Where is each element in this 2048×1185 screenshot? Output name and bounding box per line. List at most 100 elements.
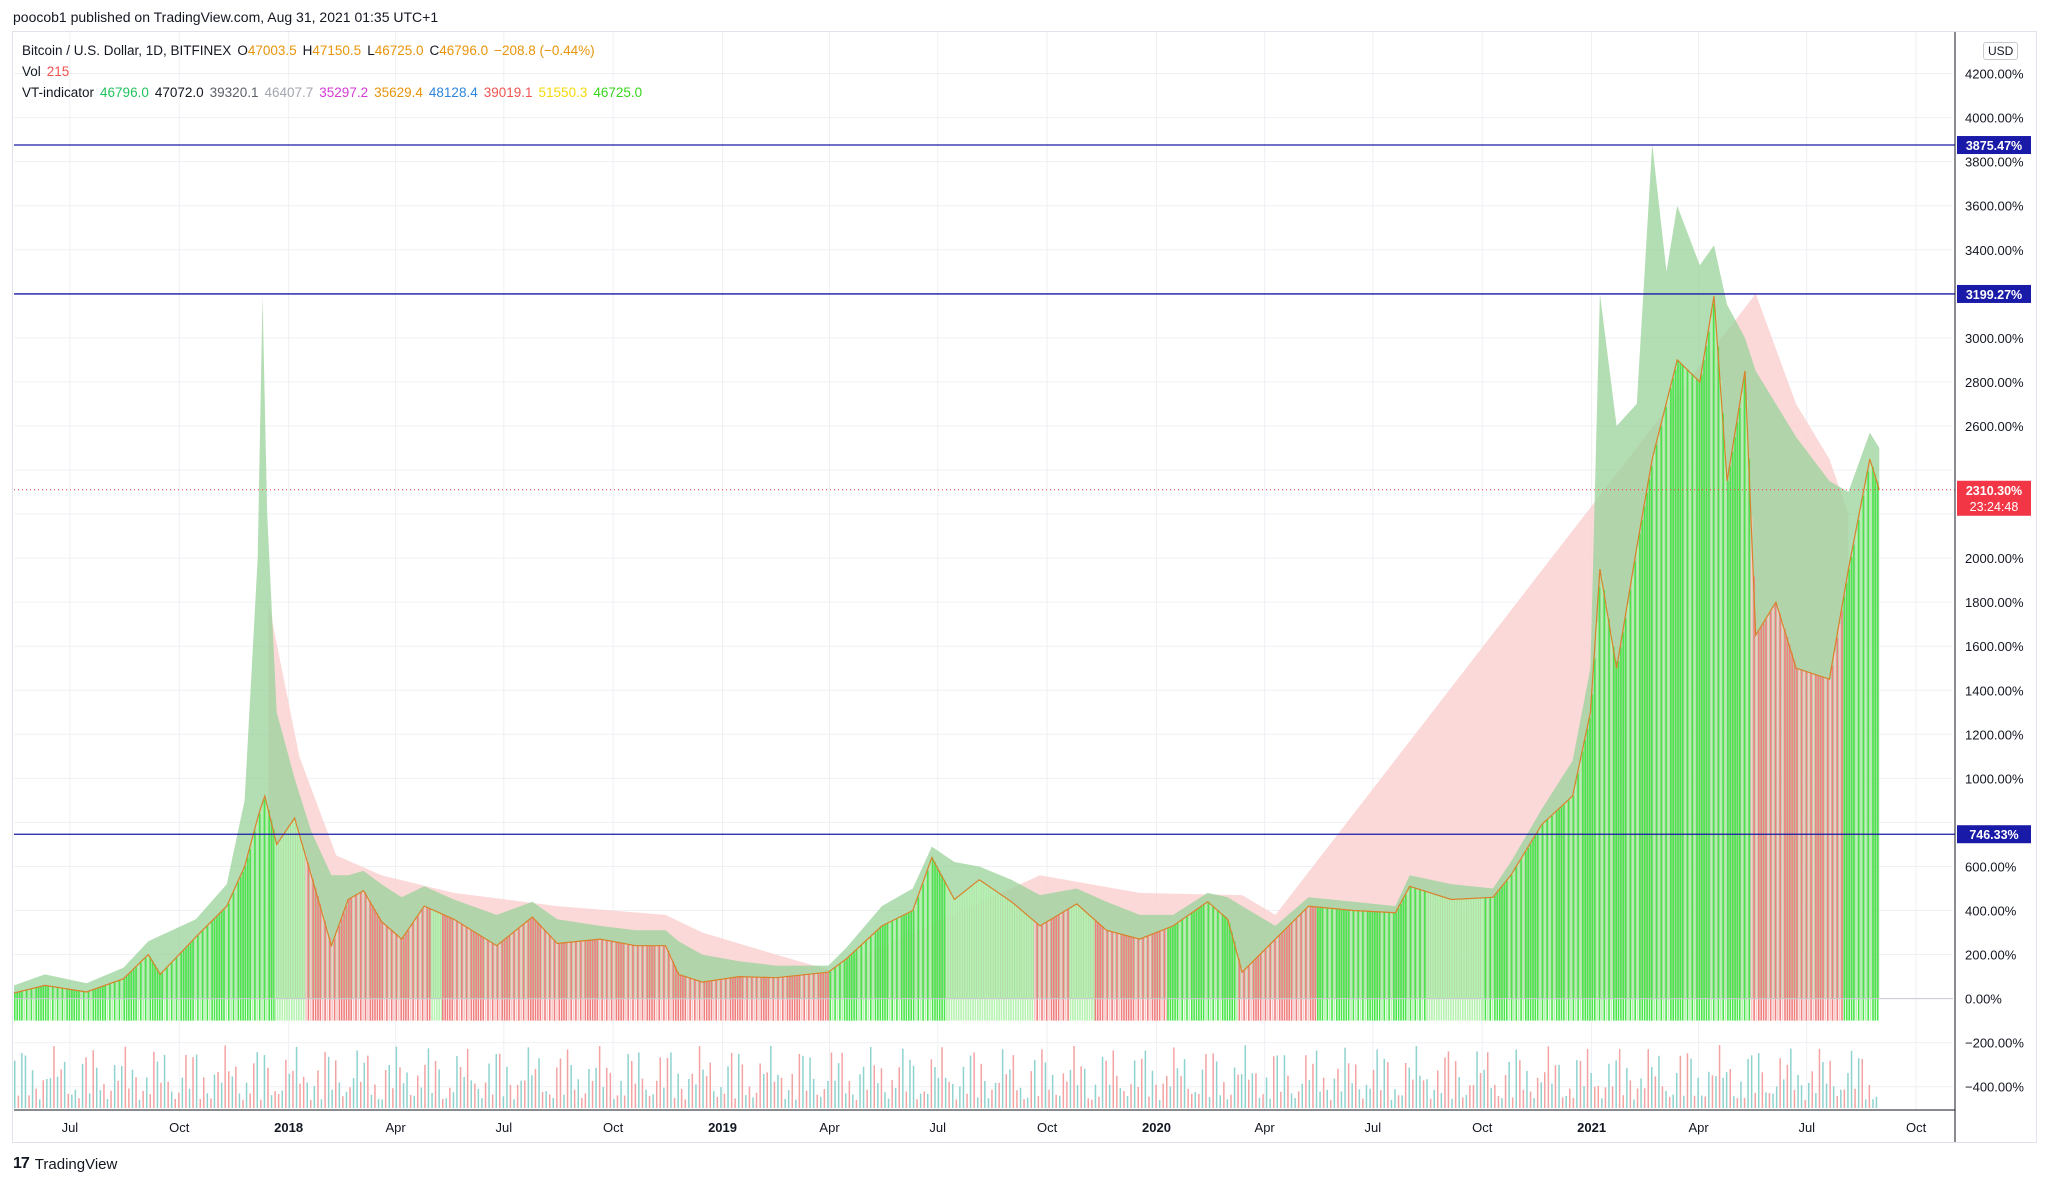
legend-vt-value-1: 46796.0 bbox=[100, 85, 149, 100]
volume-bar bbox=[763, 1074, 765, 1108]
currency-button[interactable]: USD bbox=[1983, 42, 2019, 60]
legend-vt-label[interactable]: VT-indicator bbox=[22, 85, 95, 100]
indicator-bar bbox=[1724, 447, 1727, 1021]
volume-bar bbox=[331, 1089, 333, 1108]
indicator-bar bbox=[1383, 912, 1386, 1021]
indicator-bar bbox=[336, 932, 338, 1021]
indicator-bar bbox=[1371, 911, 1374, 1021]
volume-bar bbox=[463, 1076, 465, 1108]
indicator-bar bbox=[934, 862, 936, 1021]
volume-bar bbox=[741, 1064, 744, 1108]
volume-bar bbox=[96, 1067, 98, 1108]
legend-vt-row[interactable]: VT-indicator 46796.0 47072.0 39320.1 46407.7… bbox=[22, 85, 654, 100]
volume-bar bbox=[998, 1082, 1000, 1108]
x-tick-label: Oct bbox=[1037, 1120, 1058, 1135]
volume-bar bbox=[1718, 1045, 1721, 1108]
volume-bar bbox=[848, 1081, 851, 1108]
indicator-bar bbox=[713, 980, 715, 1021]
indicator-bar bbox=[1617, 661, 1620, 1021]
indicator-bar bbox=[109, 983, 111, 1021]
volume-bar bbox=[60, 1069, 62, 1108]
indicator-bar bbox=[508, 936, 511, 1021]
indicator-bar bbox=[537, 922, 539, 1021]
volume-bar bbox=[135, 1077, 137, 1108]
indicator-bar bbox=[364, 892, 367, 1021]
indicator-bar bbox=[979, 879, 981, 1021]
volume-bar bbox=[1747, 1058, 1749, 1108]
indicator-bar bbox=[834, 967, 836, 1021]
volume-bar bbox=[549, 1094, 551, 1108]
indicator-bar bbox=[1293, 921, 1295, 1021]
tradingview-brand[interactable]: 17 TradingView bbox=[13, 1155, 117, 1173]
indicator-bar bbox=[279, 840, 281, 1021]
indicator-bar bbox=[908, 912, 910, 1021]
indicator-bar bbox=[1067, 909, 1069, 1021]
indicator-bar bbox=[1800, 669, 1803, 1021]
level-label-badge[interactable] bbox=[1957, 284, 2031, 303]
indicator-bar bbox=[886, 923, 889, 1021]
indicator-bar bbox=[1362, 910, 1364, 1021]
volume-bar bbox=[1850, 1050, 1853, 1108]
indicator-bar bbox=[503, 940, 506, 1021]
volume-bar bbox=[121, 1065, 123, 1108]
level-label-badge[interactable] bbox=[1957, 136, 2031, 155]
indicator-bar bbox=[1798, 669, 1801, 1021]
volume-bar bbox=[837, 1063, 840, 1108]
indicator-bar bbox=[1295, 919, 1298, 1021]
legend-open-label: O bbox=[237, 43, 248, 58]
volume-bar bbox=[638, 1052, 640, 1108]
indicator-bar bbox=[1655, 444, 1658, 1021]
indicator-bar bbox=[286, 830, 288, 1021]
volume-bar bbox=[1016, 1090, 1018, 1108]
indicator-bar bbox=[1369, 911, 1371, 1021]
volume-bar bbox=[199, 1099, 201, 1108]
legend-volume-row[interactable]: Vol 215 bbox=[22, 64, 75, 79]
last-price-badge[interactable] bbox=[1957, 480, 2031, 516]
indicator-bar bbox=[360, 892, 362, 1021]
indicator-bar bbox=[230, 898, 232, 1021]
volume-bar bbox=[342, 1096, 344, 1108]
legend-low: 46725.0 bbox=[374, 43, 424, 58]
legend-symbol[interactable]: Bitcoin / U.S. Dollar, 1D, BITFINEX bbox=[22, 43, 232, 58]
legend-vol-label[interactable]: Vol bbox=[22, 64, 41, 79]
indicator-bar bbox=[1786, 637, 1789, 1021]
volume-bar bbox=[317, 1070, 319, 1108]
volume-bar bbox=[170, 1091, 173, 1108]
volume-bar bbox=[1301, 1083, 1303, 1108]
price-line bbox=[13, 295, 1880, 994]
volume-bar bbox=[620, 1080, 622, 1108]
indicator-bar bbox=[1036, 922, 1038, 1021]
indicator-bar bbox=[1017, 906, 1019, 1021]
level-label-badge[interactable] bbox=[1957, 825, 2031, 844]
legend-price-row[interactable]: Bitcoin / U.S. Dollar, 1D, BITFINEX O4700… bbox=[22, 43, 601, 58]
volume-bar bbox=[1640, 1078, 1642, 1108]
indicator-bar bbox=[589, 940, 591, 1021]
indicator-bar bbox=[772, 977, 775, 1021]
indicator-bar bbox=[1506, 881, 1508, 1021]
volume-bar bbox=[1618, 1049, 1621, 1108]
indicator-bar bbox=[1567, 800, 1570, 1021]
indicator-bar bbox=[1137, 938, 1140, 1021]
indicator-bar bbox=[1404, 895, 1407, 1021]
volume-bar bbox=[534, 1069, 537, 1108]
chart-frame[interactable] bbox=[12, 31, 2037, 1143]
indicator-bar bbox=[1240, 967, 1243, 1021]
volume-bar bbox=[602, 1086, 604, 1108]
indicator-bar bbox=[972, 885, 974, 1021]
volume-bar bbox=[1308, 1080, 1311, 1108]
indicator-bar bbox=[1397, 908, 1400, 1021]
indicator-bar bbox=[510, 934, 513, 1021]
indicator-bar bbox=[629, 944, 632, 1021]
volume-bar bbox=[944, 1077, 947, 1108]
indicator-bar bbox=[955, 898, 958, 1021]
volume-bar bbox=[627, 1054, 629, 1108]
indicator-bar bbox=[525, 922, 527, 1021]
volume-bar bbox=[666, 1057, 669, 1108]
volume-bar bbox=[520, 1080, 522, 1108]
indicator-bar bbox=[646, 945, 649, 1021]
volume-bar bbox=[1422, 1080, 1425, 1108]
indicator-bar bbox=[672, 961, 675, 1021]
volume-bar bbox=[1722, 1077, 1724, 1108]
indicator-bar bbox=[1104, 928, 1106, 1021]
